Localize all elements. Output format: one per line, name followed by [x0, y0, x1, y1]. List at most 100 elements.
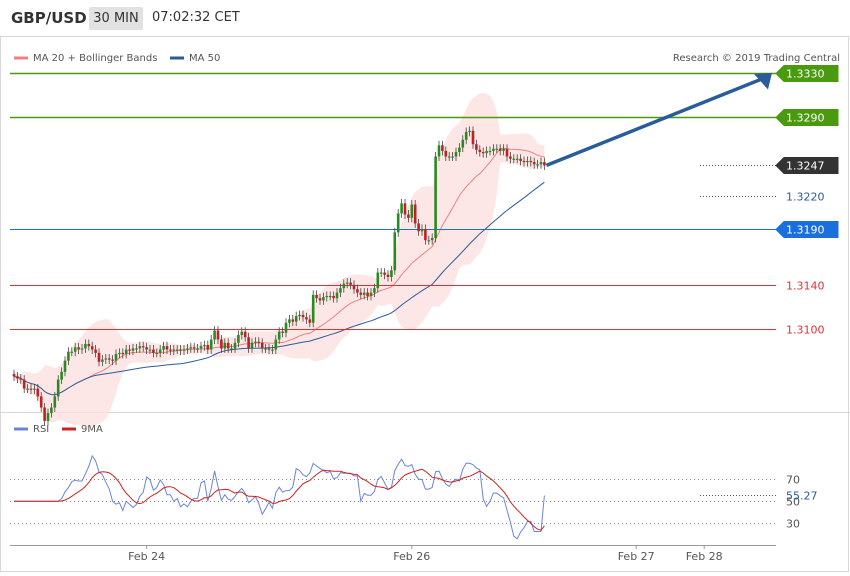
candle [298, 310, 301, 321]
timeframe-badge[interactable]: 30 MIN [89, 7, 143, 30]
candle-body [410, 204, 414, 218]
candle [50, 403, 53, 418]
projection-arrow [545, 75, 767, 168]
candle-body [386, 274, 390, 277]
candle [366, 288, 369, 301]
candle-body [403, 203, 407, 215]
candle [288, 314, 291, 328]
candle [373, 283, 376, 298]
candle-body [56, 379, 60, 397]
candle [148, 345, 152, 354]
candle [114, 349, 118, 366]
projection-arrowhead [754, 72, 772, 90]
candle [179, 345, 182, 356]
candle-body [308, 319, 312, 323]
candle-body [26, 388, 29, 390]
candle [135, 343, 138, 353]
candle-body [458, 147, 461, 153]
candle-body [250, 342, 254, 349]
level-value: 1.3330 [786, 68, 825, 81]
candle [189, 342, 193, 353]
candle-body [165, 346, 169, 350]
level-value: 1.3290 [786, 112, 825, 125]
candle-body [67, 351, 70, 361]
candle-body [376, 272, 380, 289]
candle [165, 341, 169, 354]
candle-body [434, 156, 437, 238]
candle [339, 283, 342, 298]
candle [349, 278, 352, 290]
candle-body [220, 339, 223, 349]
candle [332, 291, 335, 303]
candle-body [16, 376, 19, 379]
candle [498, 144, 502, 156]
candle [536, 159, 539, 169]
ma50-line [13, 181, 545, 396]
candle-body [216, 330, 220, 340]
level-label-1.3140: 1.3140 [776, 277, 838, 294]
candle-body [498, 148, 502, 151]
candle-body [138, 346, 142, 349]
candle [386, 270, 390, 282]
candle-body [393, 232, 397, 271]
candle-body [315, 294, 318, 299]
candle-body [121, 352, 125, 355]
candle-body [441, 145, 444, 151]
candle-body [318, 298, 322, 301]
candle-body [240, 331, 244, 336]
candle [308, 314, 312, 328]
x-tick-label: Feb 27 [618, 550, 655, 563]
level-tag [776, 321, 838, 338]
candle-body [481, 152, 485, 154]
candle [77, 342, 80, 354]
candle-body [379, 272, 383, 274]
candle [475, 139, 478, 155]
candle-body [131, 348, 135, 351]
level-label-1.3330: 1.3330 [775, 65, 839, 82]
candle [94, 345, 97, 358]
candle [237, 330, 240, 348]
candle [254, 337, 257, 348]
candle [60, 367, 63, 385]
candle [444, 146, 448, 161]
candle [43, 403, 46, 426]
candle-body [437, 145, 441, 157]
candle [403, 198, 407, 219]
level-value: 1.3220 [786, 191, 825, 204]
candle-body [169, 349, 172, 351]
candle-body [90, 346, 94, 350]
candle-body [111, 359, 114, 361]
candle-body [77, 347, 80, 350]
candle-body [29, 388, 33, 390]
candle-body [515, 158, 519, 160]
legend-label: MA 20 + Bollinger Bands [33, 53, 157, 64]
candle [376, 268, 380, 293]
candle [203, 340, 206, 351]
candle [22, 375, 26, 394]
candle [172, 345, 176, 356]
candle [417, 218, 420, 236]
candle [383, 268, 386, 280]
candle-body [80, 348, 84, 350]
candle [128, 345, 131, 356]
candle [162, 341, 165, 354]
candle [260, 338, 264, 353]
candle [158, 345, 162, 358]
candle [427, 235, 431, 245]
candle-body [128, 349, 131, 351]
candle [56, 375, 60, 401]
candle-body [512, 158, 516, 160]
candle-body [22, 379, 26, 389]
level-label-1.3190: 1.3190 [775, 221, 839, 238]
candle-body [519, 158, 522, 161]
candle [216, 326, 220, 344]
candle-body [478, 149, 482, 153]
candle [509, 152, 512, 164]
candle-body [114, 353, 118, 361]
candle-body [50, 407, 53, 414]
candle [328, 291, 332, 301]
candle [182, 345, 186, 356]
candle-body [223, 342, 227, 349]
candle [318, 293, 322, 305]
legend-label: MA 50 [189, 53, 220, 64]
